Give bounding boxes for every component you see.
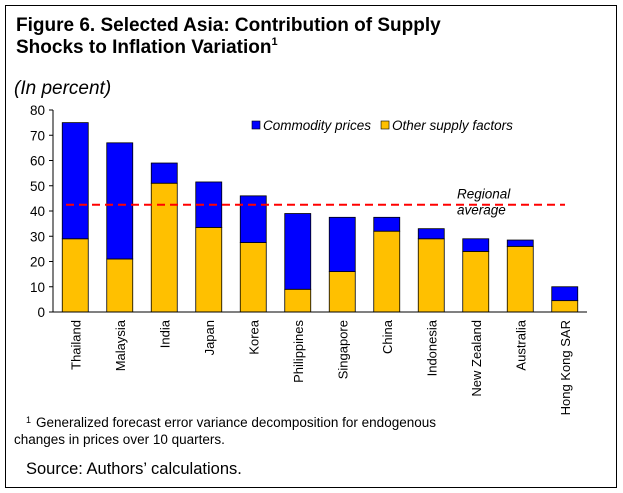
y-tick-label: 60 [30, 154, 45, 169]
bar-segment [328, 216, 356, 272]
bar-segment [195, 181, 223, 228]
bar-segment [239, 195, 267, 243]
x-tick-label: China [380, 319, 395, 354]
y-tick-label: 40 [30, 204, 45, 219]
y-tick-label: 80 [30, 103, 45, 118]
x-tick-label: Malaysia [113, 319, 128, 371]
x-tick-label: Japan [202, 320, 217, 355]
chart-title: Figure 6. Selected Asia: Contribution of… [16, 15, 441, 58]
x-tick-label: Philippines [291, 320, 306, 383]
x-tick-label: Thailand [68, 320, 83, 370]
reference-label: average [457, 203, 506, 218]
x-tick-label: Korea [246, 319, 261, 354]
bar-segment [106, 142, 134, 260]
y-tick-label: 30 [30, 229, 45, 244]
title-note: 1 [271, 36, 277, 48]
bar-segment [239, 242, 267, 313]
footnote-line: changes in prices over 10 quarters. [14, 432, 225, 447]
bar-segment [506, 239, 534, 247]
y-tick-label: 50 [30, 179, 45, 194]
x-tick-label: Indonesia [424, 319, 439, 376]
bar-segment [328, 271, 356, 313]
legend-label: Commodity prices [263, 118, 371, 133]
footnote: 1 Generalized forecast error variance dec… [14, 415, 436, 447]
x-tick-label: Singapore [335, 320, 350, 379]
bar-segment [150, 162, 178, 184]
title-line: Shocks to Inflation Variation [16, 37, 271, 58]
bar-segment [284, 213, 312, 290]
title-line: Figure 6. Selected Asia: Contribution of… [16, 15, 441, 36]
y-tick-label: 20 [30, 255, 45, 270]
bar-segment [150, 182, 178, 313]
bar-segment [417, 238, 445, 313]
x-tick-label: India [157, 319, 172, 348]
subtitle: (In percent) [14, 78, 111, 99]
x-tick-label: New Zealand [469, 320, 484, 397]
legend-label: Other supply factors [392, 118, 513, 133]
bar-segment [61, 122, 89, 240]
bar-segment [106, 258, 134, 313]
bar-segment [551, 300, 579, 313]
legend-swatch [251, 120, 261, 130]
footnote-line: Generalized forecast error variance deco… [36, 415, 436, 430]
reference-label: Regional [457, 187, 511, 202]
bar-segment [417, 228, 445, 240]
bar-segment [373, 216, 401, 232]
bar-segment [506, 245, 534, 313]
bar-segment [61, 238, 89, 313]
footnote-marker: 1 [26, 415, 31, 425]
bar-segment [462, 238, 490, 252]
legend-swatch [380, 120, 390, 130]
bar-segment [462, 250, 490, 313]
source: Source: Authors’ calculations. [26, 460, 242, 478]
bar-segment [284, 288, 312, 313]
x-tick-label: Australia [513, 319, 528, 370]
x-tick-label: Hong Kong SAR [558, 320, 573, 415]
y-tick-label: 70 [30, 128, 45, 143]
y-tick-label: 0 [37, 305, 45, 320]
bar-segment [373, 230, 401, 313]
bar-segment [195, 227, 223, 313]
y-tick-label: 10 [30, 280, 45, 295]
bar-segment [551, 286, 579, 302]
